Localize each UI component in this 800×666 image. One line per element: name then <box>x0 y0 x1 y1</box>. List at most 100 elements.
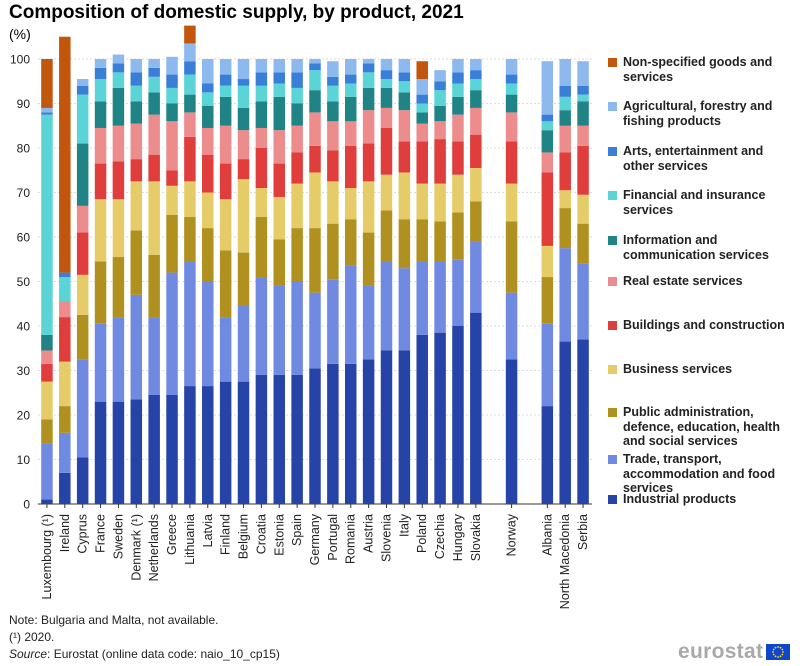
bar-segment-arts-entertainment-and-other-services <box>291 72 303 88</box>
bar-segment-arts-entertainment-and-other-services <box>76 85 89 95</box>
bar-segment-real-estate-services <box>291 125 303 153</box>
x-tick-label: Croatia <box>254 514 268 554</box>
bar-segment-public-administration-defence-education-health-and-social-services <box>362 232 375 286</box>
bar-segment-industrial-products <box>148 394 160 504</box>
bar-segment-arts-entertainment-and-other-services <box>505 74 518 84</box>
bar-segment-public-administration-defence-education-health-and-social-services <box>255 216 268 278</box>
bar-segment-business-services <box>148 181 160 255</box>
x-tick-label: Luxembourg (¹) <box>40 514 54 599</box>
bar-segment-buildings-and-construction <box>327 150 339 182</box>
bar-segment-arts-entertainment-and-other-services <box>577 85 589 95</box>
x-tick-label: Germany <box>308 513 322 565</box>
bar-segment-trade-transport-accommodation-and-food-services <box>94 323 107 402</box>
bar-segment-industrial-products <box>112 401 125 504</box>
bar-segment-public-administration-defence-education-health-and-social-services <box>452 212 464 260</box>
legend-swatch <box>608 58 617 67</box>
bar-segment-industrial-products <box>505 359 518 504</box>
legend-swatch <box>608 236 617 245</box>
bar-segment-business-services <box>219 199 232 251</box>
x-tick-label: Latvia <box>201 514 215 547</box>
bar-segment-public-administration-defence-education-health-and-social-services <box>416 219 428 262</box>
bar-segment-information-and-communication-services <box>434 105 446 122</box>
bar-segment-industrial-products <box>344 363 357 504</box>
bar-segment-arts-entertainment-and-other-services <box>344 74 357 84</box>
y-tick-label: 60 <box>17 231 31 245</box>
bar-segment-buildings-and-construction <box>219 163 232 200</box>
bar-segment-arts-entertainment-and-other-services <box>237 79 250 86</box>
bar-segment-financial-and-insurance-services <box>94 79 107 102</box>
bar-segment-non-specified-goods-and-services <box>59 36 71 273</box>
bar-segment-agricultural-forestry-and-fishing-products <box>112 54 125 64</box>
legend-swatch <box>608 495 617 504</box>
legend-swatch <box>608 408 617 417</box>
bar-segment-arts-entertainment-and-other-services <box>380 70 393 80</box>
bar-segment-buildings-and-construction <box>130 159 143 182</box>
bar-segment-business-services <box>416 183 428 220</box>
bar-segment-industrial-products <box>416 334 428 504</box>
bar-segment-industrial-products <box>76 457 89 504</box>
bar-segment-real-estate-services <box>541 152 554 173</box>
bar-segment-trade-transport-accommodation-and-food-services <box>416 261 428 335</box>
bar-segment-real-estate-services <box>344 121 357 146</box>
bar-segment-agricultural-forestry-and-fishing-products <box>184 43 196 62</box>
bar-segment-financial-and-insurance-services <box>76 94 89 144</box>
bar-segment-trade-transport-accommodation-and-food-services <box>452 259 464 326</box>
x-tick-label: Norway <box>505 513 519 556</box>
bar-segment-real-estate-services <box>309 112 321 146</box>
bar-segment-information-and-communication-services <box>398 92 411 111</box>
flag-star <box>782 651 784 653</box>
y-tick-label: 10 <box>17 453 31 467</box>
bar-segment-public-administration-defence-education-health-and-social-services <box>41 419 53 444</box>
bar-segment-business-services <box>273 196 286 240</box>
chart-title: Composition of domestic supply, by produ… <box>9 2 464 23</box>
bar-segment-arts-entertainment-and-other-services <box>130 72 143 86</box>
bar-segment-financial-and-insurance-services <box>577 94 589 102</box>
bar-segment-financial-and-insurance-services <box>452 83 464 97</box>
bar-segment-financial-and-insurance-services <box>166 87 178 104</box>
source-label: Source <box>9 647 48 661</box>
bar-segment-business-services <box>362 181 375 233</box>
bar-segment-trade-transport-accommodation-and-food-services <box>255 277 268 375</box>
flag-star <box>779 646 782 649</box>
bar-segment-trade-transport-accommodation-and-food-services <box>434 261 446 333</box>
x-tick-label: Italy <box>397 513 411 537</box>
x-tick-label: Austria <box>362 514 376 553</box>
bar-segment-information-and-communication-services <box>148 92 160 115</box>
bar-segment-financial-and-insurance-services <box>505 83 518 95</box>
bar-segment-trade-transport-accommodation-and-food-services <box>577 263 589 340</box>
bar-segment-arts-entertainment-and-other-services <box>41 112 53 115</box>
bar-segment-buildings-and-construction <box>344 145 357 189</box>
bar-segment-industrial-products <box>237 381 250 504</box>
x-tick-label: Cyprus <box>76 514 90 554</box>
bar-segment-agricultural-forestry-and-fishing-products <box>559 59 571 86</box>
bar-segment-arts-entertainment-and-other-services <box>541 114 554 122</box>
bar-segment-information-and-communication-services <box>255 101 268 128</box>
legend-label: Buildings and construction <box>623 318 785 332</box>
bar-segment-trade-transport-accommodation-and-food-services <box>148 317 160 395</box>
y-tick-label: 30 <box>17 364 31 378</box>
bar-segment-real-estate-services <box>59 301 71 318</box>
flag-star <box>772 653 775 656</box>
bar-segment-arts-entertainment-and-other-services <box>559 85 571 97</box>
bar-segment-public-administration-defence-education-health-and-social-services <box>559 208 571 249</box>
bar-segment-buildings-and-construction <box>273 163 286 197</box>
bar-segment-public-administration-defence-education-health-and-social-services <box>398 219 411 269</box>
bar-segment-industrial-products <box>94 401 107 504</box>
flag-star <box>781 648 784 651</box>
bar-segment-arts-entertainment-and-other-services <box>362 63 375 73</box>
bar-segment-trade-transport-accommodation-and-food-services <box>166 272 178 395</box>
bar-segment-business-services <box>184 181 196 217</box>
bar-segment-financial-and-insurance-services <box>344 83 357 97</box>
legend-swatch <box>608 455 617 464</box>
bar-segment-agricultural-forestry-and-fishing-products <box>362 59 375 64</box>
bar-segment-buildings-and-construction <box>202 154 214 193</box>
legend-label: Industrial products <box>623 492 737 506</box>
y-tick-label: 50 <box>17 275 31 289</box>
bar-segment-buildings-and-construction <box>380 127 393 175</box>
bar-segment-information-and-communication-services <box>202 105 214 128</box>
bar-segment-buildings-and-construction <box>237 159 250 180</box>
bar-segment-information-and-communication-services <box>130 101 143 124</box>
bar-segment-arts-entertainment-and-other-services <box>166 74 178 88</box>
bar-segment-public-administration-defence-education-health-and-social-services <box>309 228 321 293</box>
bar-segment-public-administration-defence-education-health-and-social-services <box>344 219 357 266</box>
